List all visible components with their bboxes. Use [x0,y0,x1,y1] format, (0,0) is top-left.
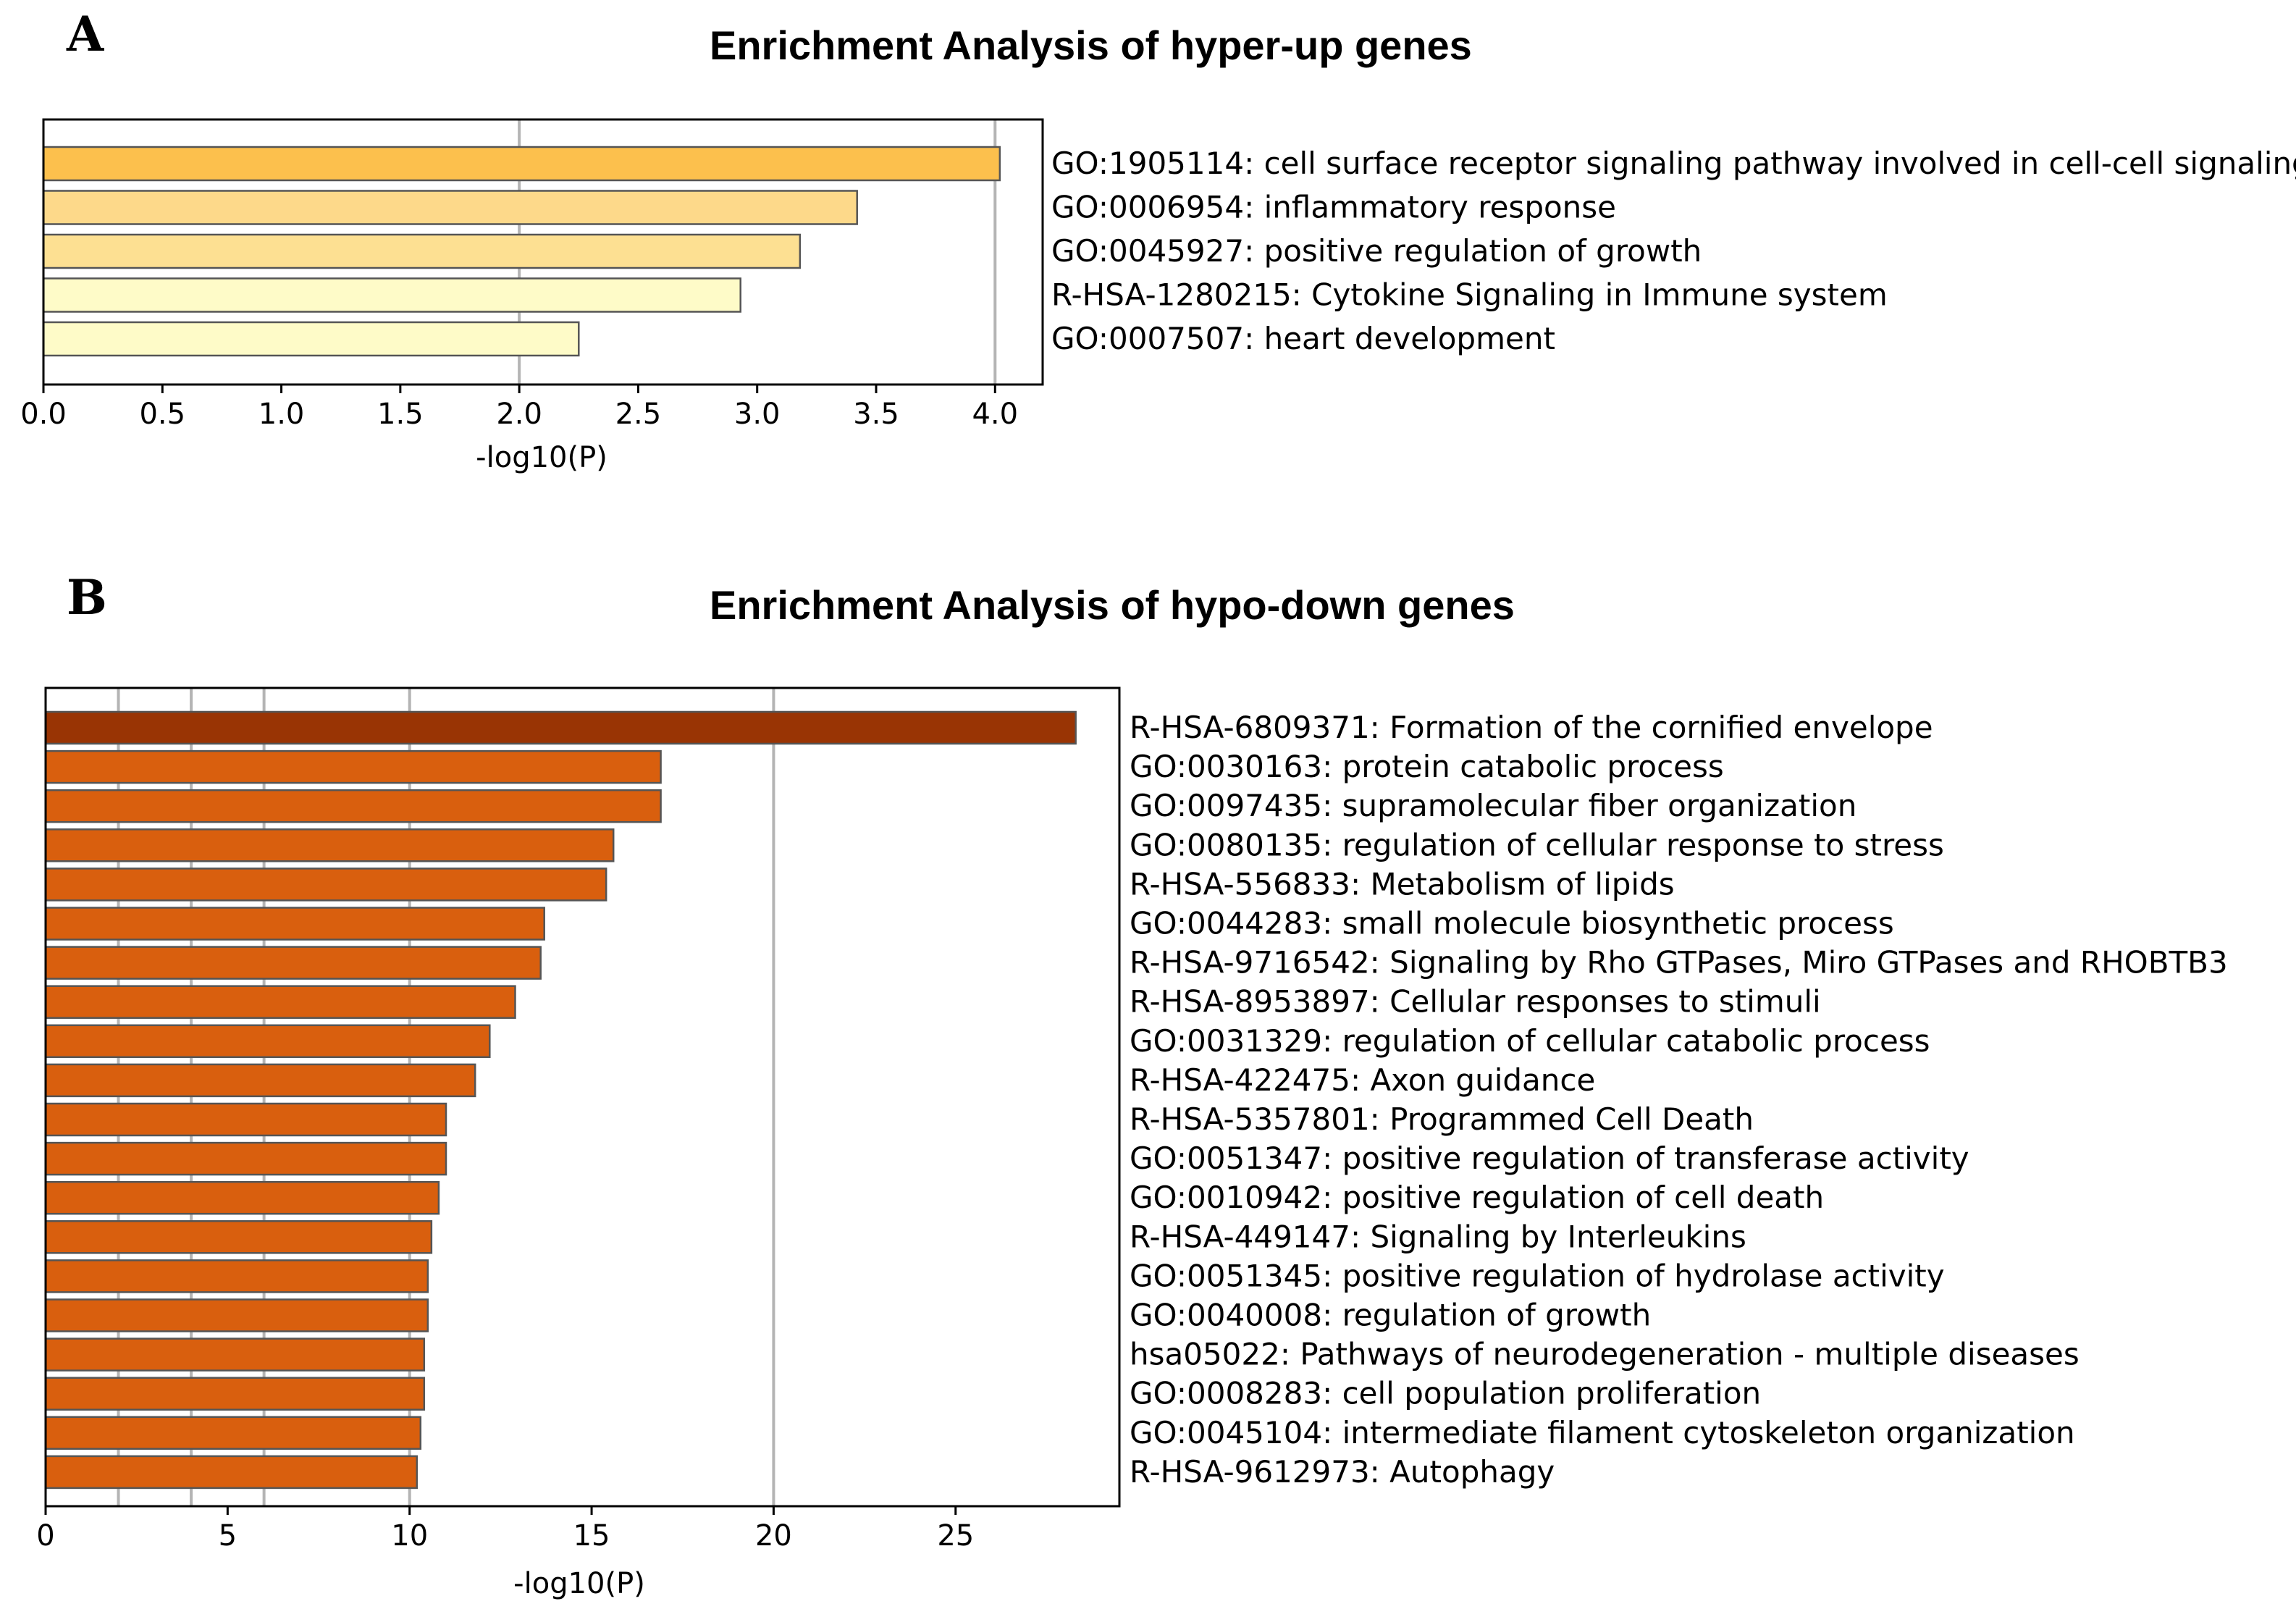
chart-b-bar [44,828,615,862]
chart-b-x-ticks: 0 5 10 15 20 25 [36,1506,974,1553]
chart-b-bar [44,789,662,823]
chart-a-tick-label: 3.0 [734,398,781,431]
chart-a-tick-label: 4.0 [972,398,1018,431]
chart-b-bar [44,1298,429,1332]
chart-a-bars [42,146,1001,357]
panel-b-letter: B [67,569,107,626]
chart-b-term-label: GO:0031329: regulation of cellular catab… [1130,1023,1930,1059]
chart-a-bar [42,190,858,225]
chart-b-term-label: R-HSA-6809371: Formation of the cornifie… [1130,710,1933,745]
chart-b-term-labels: R-HSA-6809371: Formation of the cornifie… [1130,710,2228,1490]
chart-a-hyper-up: 0.0 0.5 1.0 1.5 2.0 2.5 3.0 3.5 4.0 GO:1905114: … [20,118,2296,474]
chart-a-term-label: GO:0045927: positive regulation of growt… [1051,233,1702,269]
chart-b-term-label: R-HSA-9716542: Signaling by Rho GTPases,… [1130,945,2228,980]
chart-b-bar [44,1180,440,1215]
chart-b-term-label: GO:0010942: positive regulation of cell … [1130,1180,1824,1215]
chart-b-bar [44,1455,419,1490]
chart-b-term-label: R-HSA-449147: Signaling by Interleukins [1130,1219,1746,1254]
chart-b-plot-frame [44,686,1121,1508]
chart-b-x-axis-label: -log10(P) [513,1567,645,1600]
chart-b-bar [44,1141,447,1176]
chart-b-term-label: GO:0040008: regulation of growth [1130,1298,1651,1333]
chart-b-term-label: R-HSA-5357801: Programmed Cell Death [1130,1101,1754,1137]
chart-b-bar [44,749,662,784]
chart-a-term-label: GO:1905114: cell surface receptor signal… [1051,146,2296,181]
chart-a-term-label: GO:0007507: heart development [1051,321,1555,356]
chart-b-bar [44,1416,422,1450]
chart-b-bar [44,1337,426,1372]
chart-b-term-label: GO:0051345: positive regulation of hydro… [1130,1258,1945,1293]
panel-a-letter: A [66,6,104,62]
chart-a-tick-label: 1.5 [377,398,424,431]
chart-b-bars [44,710,1077,1490]
chart-b-bar [44,1259,429,1293]
chart-b-term-label: GO:0030163: protein catabolic process [1130,749,1724,784]
chart-a-x-ticks: 0.0 0.5 1.0 1.5 2.0 2.5 3.0 3.5 4.0 [20,385,1018,431]
chart-a-tick-label: 0.0 [20,398,67,431]
chart-a-tick-label: 2.5 [615,398,662,431]
chart-a-tick-label: 3.5 [853,398,899,431]
chart-b-bar [44,1220,433,1254]
chart-b-tick-label: 0 [36,1519,54,1553]
chart-b-term-label: hsa05022: Pathways of neurodegeneration … [1130,1337,2080,1372]
chart-a-bar [42,277,741,313]
chart-b-term-label: GO:0045104: intermediate filament cytosk… [1130,1415,2075,1450]
chart-a-term-labels: GO:1905114: cell surface receptor signal… [1051,146,2296,356]
chart-a-plot-frame [42,118,1044,386]
chart-a-bar [42,233,802,269]
chart-a-tick-label: 0.5 [139,398,185,431]
chart-b-bar [44,1102,447,1137]
chart-b-bar [44,1063,476,1098]
chart-b-bar [44,907,545,941]
chart-b-tick-label: 20 [755,1519,792,1553]
chart-b-term-label: R-HSA-556833: Metabolism of lipids [1130,866,1675,902]
chart-b-tick-label: 10 [391,1519,428,1553]
chart-b-term-label: GO:0051347: positive regulation of trans… [1130,1141,1969,1176]
chart-b-tick-label: 25 [937,1519,974,1553]
chart-b-tick-label: 15 [573,1519,610,1553]
chart-b-bar [44,946,542,980]
chart-b-bar [44,710,1077,745]
chart-a-bar [42,146,1001,182]
chart-a-bar [42,321,580,357]
chart-b-term-label: R-HSA-422475: Axon guidance [1130,1062,1595,1098]
chart-b-bar [44,1024,491,1059]
chart-b-term-label: GO:0097435: supramolecular fiber organiz… [1130,788,1856,823]
chart-a-title: Enrichment Analysis of hyper-up genes [710,22,1472,68]
chart-b-term-label: GO:0080135: regulation of cellular respo… [1130,827,1944,862]
chart-b-term-label: R-HSA-9612973: Autophagy [1130,1454,1555,1490]
chart-b-term-label: R-HSA-8953897: Cellular responses to sti… [1130,984,1821,1020]
chart-b-bar [44,1377,426,1411]
chart-b-bar [44,985,516,1019]
chart-a-x-axis-label: -log10(P) [476,441,607,474]
chart-b-title: Enrichment Analysis of hypo-down genes [710,582,1515,628]
chart-b-hypo-down: 0 5 10 15 20 25 R-HSA-6809371: Formation of t… [36,686,2228,1600]
chart-a-tick-label: 1.0 [258,398,305,431]
chart-a-term-label: R-HSA-1280215: Cytokine Signaling in Imm… [1051,277,1888,313]
chart-b-term-label: GO:0008283: cell population proliferatio… [1130,1376,1761,1411]
chart-b-bar [44,868,607,902]
chart-a-term-label: GO:0006954: inflammatory response [1051,190,1616,225]
chart-b-tick-label: 5 [219,1519,237,1553]
chart-a-tick-label: 2.0 [496,398,542,431]
chart-b-term-label: GO:0044283: small molecule biosynthetic … [1130,906,1894,941]
